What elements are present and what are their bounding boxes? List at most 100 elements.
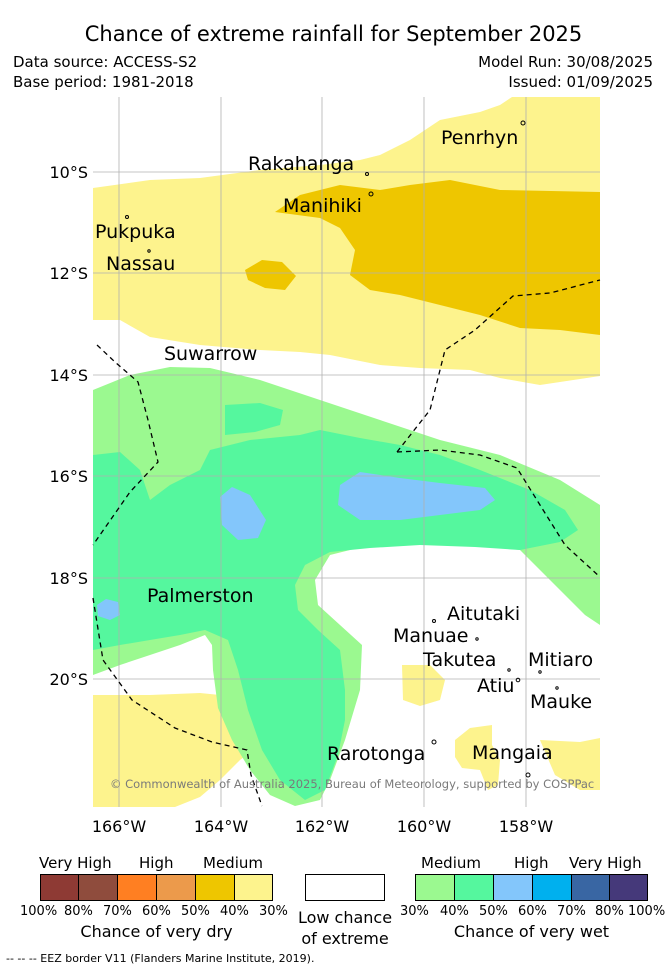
dry-category-high: High bbox=[139, 854, 174, 872]
place-label: Penrhyn bbox=[441, 127, 518, 149]
eez-border bbox=[92, 279, 601, 807]
dry-swatch bbox=[40, 874, 79, 901]
dry-category-very-high: Very High bbox=[39, 854, 112, 872]
wet-swatch bbox=[493, 874, 533, 901]
wet-swatch bbox=[532, 874, 572, 901]
dry-swatch bbox=[195, 874, 235, 901]
lon-label: 166°W bbox=[92, 817, 147, 836]
aitutaki-island bbox=[432, 619, 436, 623]
takutea-island bbox=[507, 668, 511, 672]
wet-category-medium: Medium bbox=[421, 854, 481, 872]
wet-tick: 100% bbox=[628, 904, 666, 919]
mitiaro-island bbox=[538, 670, 542, 674]
wet-legend-title: Chance of very wet bbox=[453, 922, 610, 941]
place-label: Atiu bbox=[477, 675, 514, 697]
place-labels: Penrhyn Rakahanga Manihiki Pukpuka Nassa… bbox=[95, 127, 593, 765]
mauke-island bbox=[555, 686, 559, 690]
rainfall-fields bbox=[93, 97, 600, 807]
dry-tick: 30% bbox=[259, 904, 288, 919]
wet-tick: 70% bbox=[557, 904, 586, 919]
wet-tick: 30% bbox=[400, 904, 429, 919]
wet-tick: 60% bbox=[518, 904, 547, 919]
place-label: Takutea bbox=[422, 649, 496, 671]
copyright-notice: © Commonwealth of Australia 2025, Bureau… bbox=[110, 777, 594, 791]
place-label: Pukpuka bbox=[95, 221, 176, 243]
wet-veryhigh-area bbox=[338, 472, 495, 520]
dry-swatch bbox=[234, 874, 273, 901]
islands bbox=[125, 120, 559, 778]
dry-swatch bbox=[156, 874, 196, 901]
longitude-labels: 166°W 164°W 162°W 160°W 158°W bbox=[92, 817, 554, 836]
dry-medium-area bbox=[540, 738, 600, 790]
lat-label: 18°S bbox=[49, 569, 88, 588]
place-label: Rakahanga bbox=[248, 153, 354, 175]
lat-label: 10°S bbox=[49, 163, 88, 182]
place-label: Manuae bbox=[393, 625, 468, 647]
pukapuka-island bbox=[125, 215, 129, 219]
lat-label: 20°S bbox=[49, 670, 88, 689]
place-label: Nassau bbox=[106, 253, 175, 275]
issued-date: Issued: 01/09/2025 bbox=[508, 73, 653, 91]
data-source: Data source: ACCESS-S2 bbox=[13, 53, 198, 71]
dry-high-area bbox=[245, 260, 296, 290]
dry-medium-area bbox=[402, 665, 445, 706]
dry-tick: 50% bbox=[181, 904, 210, 919]
atiu-island bbox=[515, 677, 521, 683]
wet-swatch bbox=[571, 874, 610, 901]
wet-category-high: High bbox=[514, 854, 549, 872]
place-label: Mitiaro bbox=[528, 649, 593, 671]
wet-high-area bbox=[93, 430, 578, 800]
lon-label: 158°W bbox=[499, 817, 554, 836]
rarotonga-island bbox=[431, 739, 437, 745]
place-label: Rarotonga bbox=[327, 743, 425, 765]
model-run: Model Run: 30/08/2025 bbox=[478, 53, 653, 71]
lat-label: 14°S bbox=[49, 366, 88, 385]
lon-label: 160°W bbox=[397, 817, 452, 836]
wet-swatch bbox=[609, 874, 648, 901]
wet-category-very-high: Very High bbox=[569, 854, 642, 872]
neutral-legend-title-line1: Low chance bbox=[297, 908, 393, 927]
lon-label: 162°W bbox=[295, 817, 350, 836]
neutral-legend-title-line2: of extreme bbox=[301, 929, 389, 948]
dry-high-area bbox=[275, 180, 600, 335]
lat-label: 16°S bbox=[49, 467, 88, 486]
base-period: Base period: 1981-2018 bbox=[13, 73, 194, 91]
dry-tick: 40% bbox=[220, 904, 249, 919]
latitude-labels: 10°S 12°S 14°S 16°S 18°S 20°S bbox=[49, 163, 88, 689]
dry-medium-area bbox=[93, 693, 262, 807]
wet-tick: 50% bbox=[479, 904, 508, 919]
place-label: Aitutaki bbox=[447, 603, 520, 625]
map-gridlines bbox=[93, 97, 600, 807]
wet-veryhigh-area bbox=[97, 599, 120, 620]
wet-tick: 80% bbox=[595, 904, 624, 919]
penrhyn-island bbox=[520, 120, 526, 126]
dry-swatch bbox=[78, 874, 118, 901]
wet-high-area bbox=[225, 403, 283, 435]
wet-swatch bbox=[415, 874, 455, 901]
nassau-island bbox=[147, 249, 151, 253]
dry-swatch bbox=[117, 874, 157, 901]
dry-tick: 60% bbox=[142, 904, 171, 919]
map-title: Chance of extreme rainfall for September… bbox=[84, 22, 583, 46]
dry-legend-title: Chance of very dry bbox=[80, 922, 233, 941]
dry-tick: 100% bbox=[20, 904, 58, 919]
wet-tick: 40% bbox=[440, 904, 469, 919]
place-label: Mauke bbox=[530, 691, 592, 713]
place-label: Mangaia bbox=[472, 742, 553, 764]
wet-swatch bbox=[454, 874, 494, 901]
wet-veryhigh-area bbox=[220, 487, 266, 540]
dry-tick: 70% bbox=[103, 904, 132, 919]
place-label: Suwarrow bbox=[164, 343, 257, 365]
neutral-swatch bbox=[305, 874, 385, 901]
rakahanga-island bbox=[365, 172, 369, 176]
manuae-island bbox=[475, 637, 479, 641]
dry-medium-area bbox=[455, 725, 500, 790]
place-label: Manihiki bbox=[283, 195, 362, 217]
place-label: Palmerston bbox=[147, 585, 254, 607]
lat-label: 12°S bbox=[49, 264, 88, 283]
lon-label: 164°W bbox=[194, 817, 249, 836]
dry-tick: 80% bbox=[64, 904, 93, 919]
manihiki-island bbox=[368, 191, 374, 197]
dry-category-medium: Medium bbox=[203, 854, 263, 872]
